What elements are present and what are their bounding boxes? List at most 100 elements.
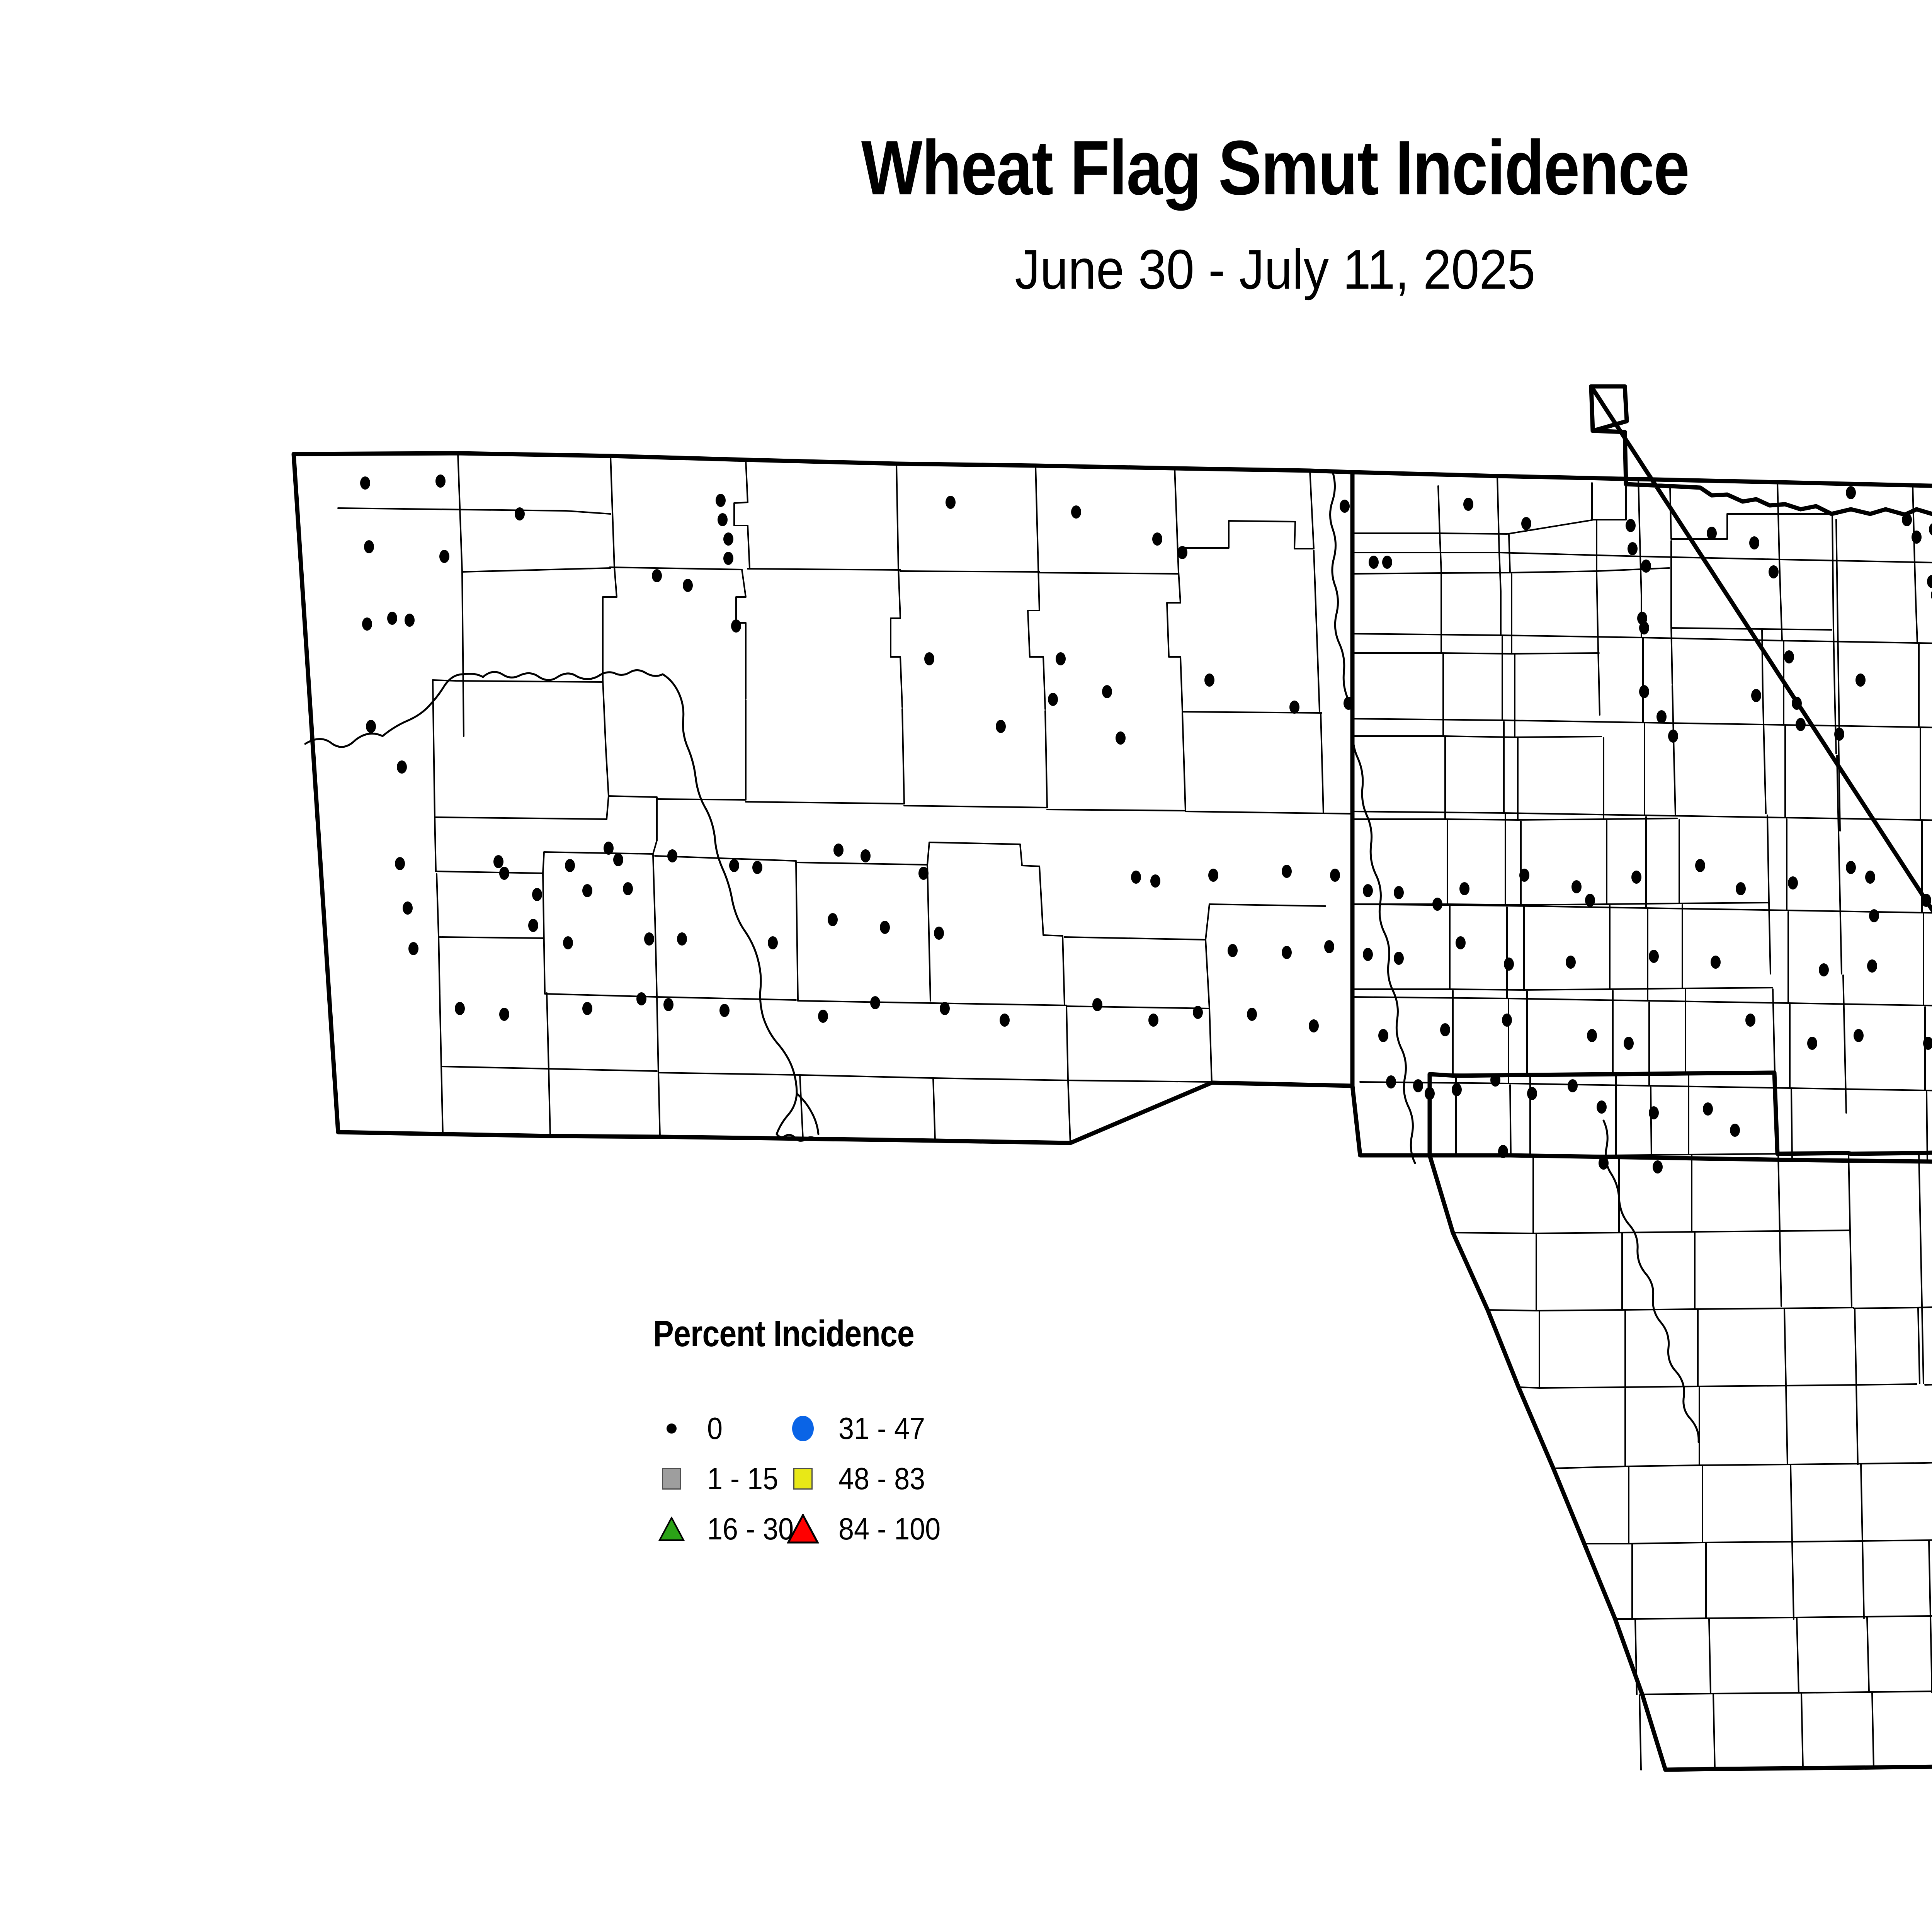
north-dakota-boundary [1350,470,1932,1164]
data-point [528,919,538,932]
state-minnesota [1352,384,1932,1772]
legend-entry-5: 84 - 100 [784,1504,978,1554]
data-point [1498,1145,1508,1158]
data-point [1631,871,1641,884]
data-point [387,612,397,625]
data-point [1796,718,1806,731]
minnesota-boundary [1427,384,1932,1772]
data-point [1148,1014,1158,1027]
data-point [1807,1037,1817,1050]
legend-entry-3: 31 - 47 [784,1403,978,1454]
data-point [723,532,733,546]
data-point [499,1008,509,1021]
data-point [719,1004,730,1017]
data-point [1749,536,1759,549]
legend-label-2: 16 - 30 [707,1512,794,1546]
data-point [395,857,405,870]
northwest-angle [1589,384,1629,433]
data-point [1902,513,1912,526]
data-point [861,849,871,862]
data-point [718,513,728,526]
data-point [1456,936,1466,949]
red-river [1329,472,1416,1164]
data-point [362,617,372,631]
data-point [828,913,838,926]
data-point [1330,869,1340,882]
data-point [768,936,778,949]
data-point [1413,1079,1423,1092]
data-point [1711,956,1721,969]
data-point [1432,898,1442,911]
data-point [1912,531,1922,544]
data-point [1921,894,1931,907]
legend-entry-4: 48 - 83 [784,1454,978,1504]
data-point [1282,946,1292,959]
data-point [1204,673,1214,687]
data-point [1788,876,1798,889]
data-point [752,861,762,874]
page-title: Wheat Flag Smut Incidence [861,125,1690,211]
mn-county-lines [1352,482,1932,1770]
data-point [1649,950,1659,963]
data-point [1282,865,1292,878]
data-point [408,942,418,955]
data-point [1751,689,1761,702]
data-point [1150,874,1160,888]
data-point [604,842,614,855]
montana-boundary [291,451,1355,1145]
data-point [918,867,929,880]
legend-symbol-gray-square-icon [653,1460,690,1497]
data-point [644,932,654,946]
data-point [870,996,880,1009]
data-point [1653,1160,1663,1173]
legend-label-5: 84 - 100 [838,1512,941,1546]
data-point [1425,1087,1435,1100]
data-point [1363,884,1373,897]
data-point [934,927,944,940]
data-point [1855,673,1866,687]
data-point [683,579,693,592]
data-point [663,998,673,1011]
data-point [1641,560,1651,573]
state-north-dakota [1329,470,1932,1164]
legend-label-3: 31 - 47 [838,1411,925,1446]
legend-entry-1: 1 - 15 [653,1454,784,1504]
data-point [1193,1006,1203,1019]
nd-county-lines [1352,471,1932,1163]
data-point [1394,886,1404,899]
data-point [1309,1019,1319,1032]
data-point [1819,963,1829,976]
data-point [1792,697,1802,710]
data-point [403,901,413,915]
data-point [1923,1037,1932,1050]
data-point [652,569,662,582]
data-point [1369,556,1379,569]
data-point [731,619,741,633]
legend-entries: 0 31 - 47 1 - 15 48 - 83 [653,1403,1194,1554]
data-point [1382,556,1392,569]
data-point [1927,575,1932,588]
data-point [1931,591,1932,599]
data-point [613,853,623,866]
data-point [1695,859,1705,872]
legend: Percent Incidence 0 31 - 47 1 - 15 [653,1314,1194,1554]
data-point [1459,882,1469,895]
legend-symbol-yellow-square-icon [784,1460,821,1497]
data-point [1386,1075,1396,1088]
data-point [1707,527,1717,540]
data-point [1769,565,1779,578]
data-point [1344,697,1354,710]
data-point [405,614,415,627]
data-point [364,540,374,553]
data-point [723,552,733,565]
data-point [1599,1156,1609,1170]
data-point [1566,956,1576,969]
legend-entry-0: 0 [653,1403,784,1454]
data-point [1289,701,1299,714]
state-montana [291,451,1355,1145]
data-point [1628,542,1638,555]
mississippi-river [1602,1119,1700,1443]
data-point [1656,710,1667,723]
data-point [1324,940,1334,953]
data-point [1048,693,1058,706]
